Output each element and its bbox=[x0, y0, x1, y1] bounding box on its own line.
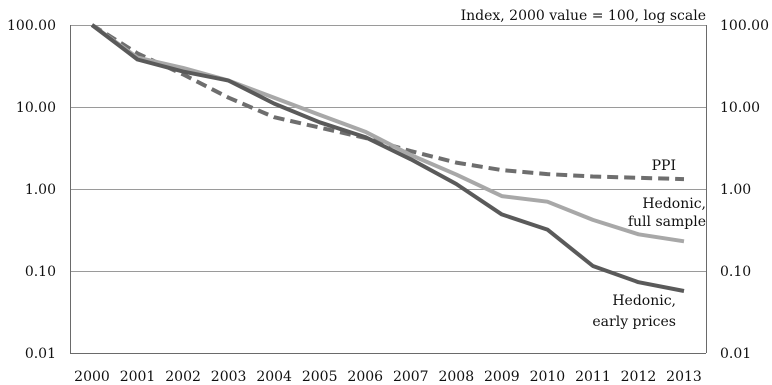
axes bbox=[70, 25, 707, 354]
x-tick-label: 2009 bbox=[484, 369, 520, 385]
y2-tick-label: 1.00 bbox=[720, 182, 751, 198]
x-tick-label: 2005 bbox=[302, 369, 338, 385]
y-axis-right-ticks: 0.01 0.10 1.00 10.00 100.00 bbox=[720, 18, 769, 362]
y-tick-label: 0.01 bbox=[25, 346, 56, 362]
y2-tick-label: 0.10 bbox=[720, 264, 751, 280]
x-axis-ticks: 2000 2001 2002 2003 2004 2005 2006 2007 2008 2009… bbox=[74, 369, 702, 385]
series-line-3 bbox=[90, 23, 685, 293]
x-tick-label: 2003 bbox=[211, 369, 247, 385]
y-tick-label: 1.00 bbox=[25, 182, 56, 198]
label-ppi: PPI bbox=[652, 158, 676, 174]
x-tick-label: 2004 bbox=[256, 369, 292, 385]
x-tick-label: 2001 bbox=[120, 369, 156, 385]
x-tick-label: 2006 bbox=[347, 369, 383, 385]
label-hedonic-full-line2: full sample bbox=[628, 214, 706, 230]
x-tick-label: 2011 bbox=[575, 369, 611, 385]
series-line-2 bbox=[90, 23, 685, 244]
chart-note: Index, 2000 value = 100, log scale bbox=[461, 8, 706, 24]
series-line-1 bbox=[90, 23, 685, 182]
label-hedonic-early-line2: early prices bbox=[592, 314, 676, 330]
x-tick-label: 2010 bbox=[530, 369, 566, 385]
y-tick-label: 0.10 bbox=[25, 264, 56, 280]
y2-tick-label: 0.01 bbox=[720, 346, 751, 362]
x-tick-label: 2012 bbox=[621, 369, 657, 385]
x-tick-label: 2013 bbox=[666, 369, 702, 385]
y-tick-label: 10.00 bbox=[16, 100, 56, 116]
x-tick-label: 2002 bbox=[165, 369, 201, 385]
label-hedonic-early-line1: Hedonic, bbox=[612, 293, 676, 309]
x-tick-label: 2000 bbox=[74, 369, 110, 385]
gridlines bbox=[70, 25, 706, 272]
label-hedonic-full-line1: Hedonic, bbox=[642, 196, 706, 212]
x-tick-label: 2007 bbox=[393, 369, 429, 385]
y-tick-label: 100.00 bbox=[7, 18, 56, 34]
series-lines bbox=[90, 23, 685, 293]
x-tick-label: 2008 bbox=[438, 369, 474, 385]
y2-tick-label: 100.00 bbox=[720, 18, 769, 34]
y2-tick-label: 10.00 bbox=[720, 100, 760, 116]
y-axis-left-ticks: 0.01 0.10 1.00 10.00 100.00 bbox=[7, 18, 56, 362]
